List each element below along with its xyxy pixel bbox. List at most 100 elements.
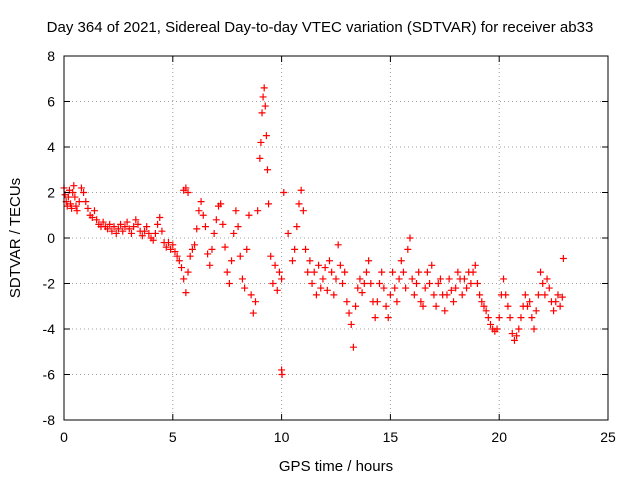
- data-point-marker: [406, 234, 414, 242]
- data-point-marker: [256, 154, 264, 162]
- data-point-marker: [257, 138, 265, 146]
- data-point-marker: [325, 257, 333, 265]
- data-point-marker: [138, 232, 146, 240]
- data-point-marker: [73, 207, 81, 215]
- data-point-marker: [230, 229, 238, 237]
- data-point-marker: [530, 325, 538, 333]
- data-point-marker: [112, 229, 120, 237]
- data-point-marker: [238, 275, 246, 283]
- data-point-marker: [175, 257, 183, 265]
- data-point-marker: [434, 280, 442, 287]
- data-point-marker: [428, 261, 436, 269]
- data-point-marker: [349, 343, 357, 351]
- data-point-marker: [539, 280, 547, 287]
- data-point-marker: [149, 236, 157, 244]
- x-tick-label: 15: [383, 429, 399, 445]
- data-point-marker: [206, 261, 214, 269]
- x-tick-label: 0: [60, 429, 68, 445]
- data-point-marker: [389, 268, 397, 276]
- data-point-marker: [84, 204, 92, 212]
- data-point-marker: [169, 241, 177, 249]
- data-point-marker: [186, 252, 194, 260]
- data-point-marker: [447, 286, 455, 294]
- y-tick-label: -8: [43, 412, 56, 428]
- data-point-marker: [399, 268, 407, 276]
- data-point-marker: [178, 264, 186, 272]
- data-point-marker: [182, 289, 190, 297]
- data-point-marker: [450, 298, 458, 306]
- data-point-marker: [225, 280, 233, 287]
- data-point-marker: [173, 252, 181, 260]
- data-point-marker: [273, 286, 281, 294]
- data-point-marker: [193, 225, 201, 233]
- data-point-marker: [334, 241, 342, 249]
- data-point-marker: [500, 275, 508, 283]
- data-point-marker: [458, 291, 466, 299]
- data-point-marker: [167, 245, 175, 253]
- data-point-marker: [367, 280, 375, 287]
- y-tick-label: -6: [43, 367, 56, 383]
- data-point-marker: [315, 261, 323, 269]
- data-point-marker: [271, 261, 279, 269]
- data-point-marker: [426, 280, 434, 287]
- data-point-marker: [156, 214, 164, 222]
- data-point-marker: [132, 216, 140, 224]
- data-point-marker: [93, 216, 101, 224]
- data-point-marker: [217, 200, 225, 208]
- data-point-marker: [164, 239, 172, 247]
- data-point-marker: [259, 93, 267, 101]
- data-point-marker: [151, 229, 159, 237]
- data-point-marker: [310, 268, 318, 276]
- data-point-marker: [110, 223, 118, 231]
- data-point-marker: [304, 268, 312, 276]
- data-point-marker: [70, 182, 78, 190]
- data-point-marker: [182, 184, 190, 192]
- chart-title: Day 364 of 2021, Sidereal Day-to-day VTE…: [47, 19, 594, 36]
- data-point-marker: [467, 280, 475, 287]
- y-axis-label: SDTVAR / TECUs: [7, 178, 24, 298]
- data-point-marker: [528, 314, 536, 322]
- data-point-marker: [247, 291, 255, 299]
- data-point-marker: [380, 284, 388, 292]
- data-point-marker: [521, 291, 529, 299]
- data-point-marker: [171, 248, 179, 256]
- data-point-marker: [463, 284, 471, 292]
- data-point-marker: [162, 243, 170, 251]
- data-point-marker: [71, 193, 79, 201]
- data-point-marker: [469, 268, 477, 276]
- data-point-marker: [261, 102, 269, 110]
- data-point-marker: [265, 200, 273, 208]
- data-point-marker: [541, 291, 549, 299]
- data-point-marker: [104, 225, 112, 233]
- data-point-marker: [510, 336, 518, 344]
- data-point-marker: [260, 84, 268, 92]
- data-point-marker: [199, 211, 207, 219]
- data-point-marker: [552, 298, 560, 306]
- data-point-marker: [365, 257, 373, 265]
- data-point-marker: [352, 302, 360, 310]
- data-point-marker: [441, 307, 449, 315]
- data-points: [60, 84, 567, 378]
- x-tick-label: 10: [274, 429, 290, 445]
- data-point-marker: [419, 302, 427, 310]
- data-point-marker: [502, 291, 510, 299]
- data-point-marker: [145, 229, 153, 237]
- data-point-marker: [108, 227, 116, 235]
- data-point-marker: [114, 225, 122, 233]
- data-point-marker: [330, 291, 338, 299]
- data-point-marker: [506, 314, 514, 322]
- data-point-marker: [80, 189, 88, 196]
- data-point-marker: [236, 252, 244, 260]
- data-point-marker: [332, 275, 340, 283]
- data-point-marker: [436, 275, 444, 283]
- data-point-marker: [371, 314, 379, 322]
- data-point-marker: [504, 302, 512, 310]
- data-point-marker: [545, 284, 553, 292]
- data-point-marker: [343, 298, 351, 306]
- data-point-marker: [526, 298, 534, 306]
- data-point-marker: [201, 223, 209, 231]
- x-axis-label: GPS time / hours: [279, 458, 393, 475]
- data-point-marker: [221, 243, 229, 251]
